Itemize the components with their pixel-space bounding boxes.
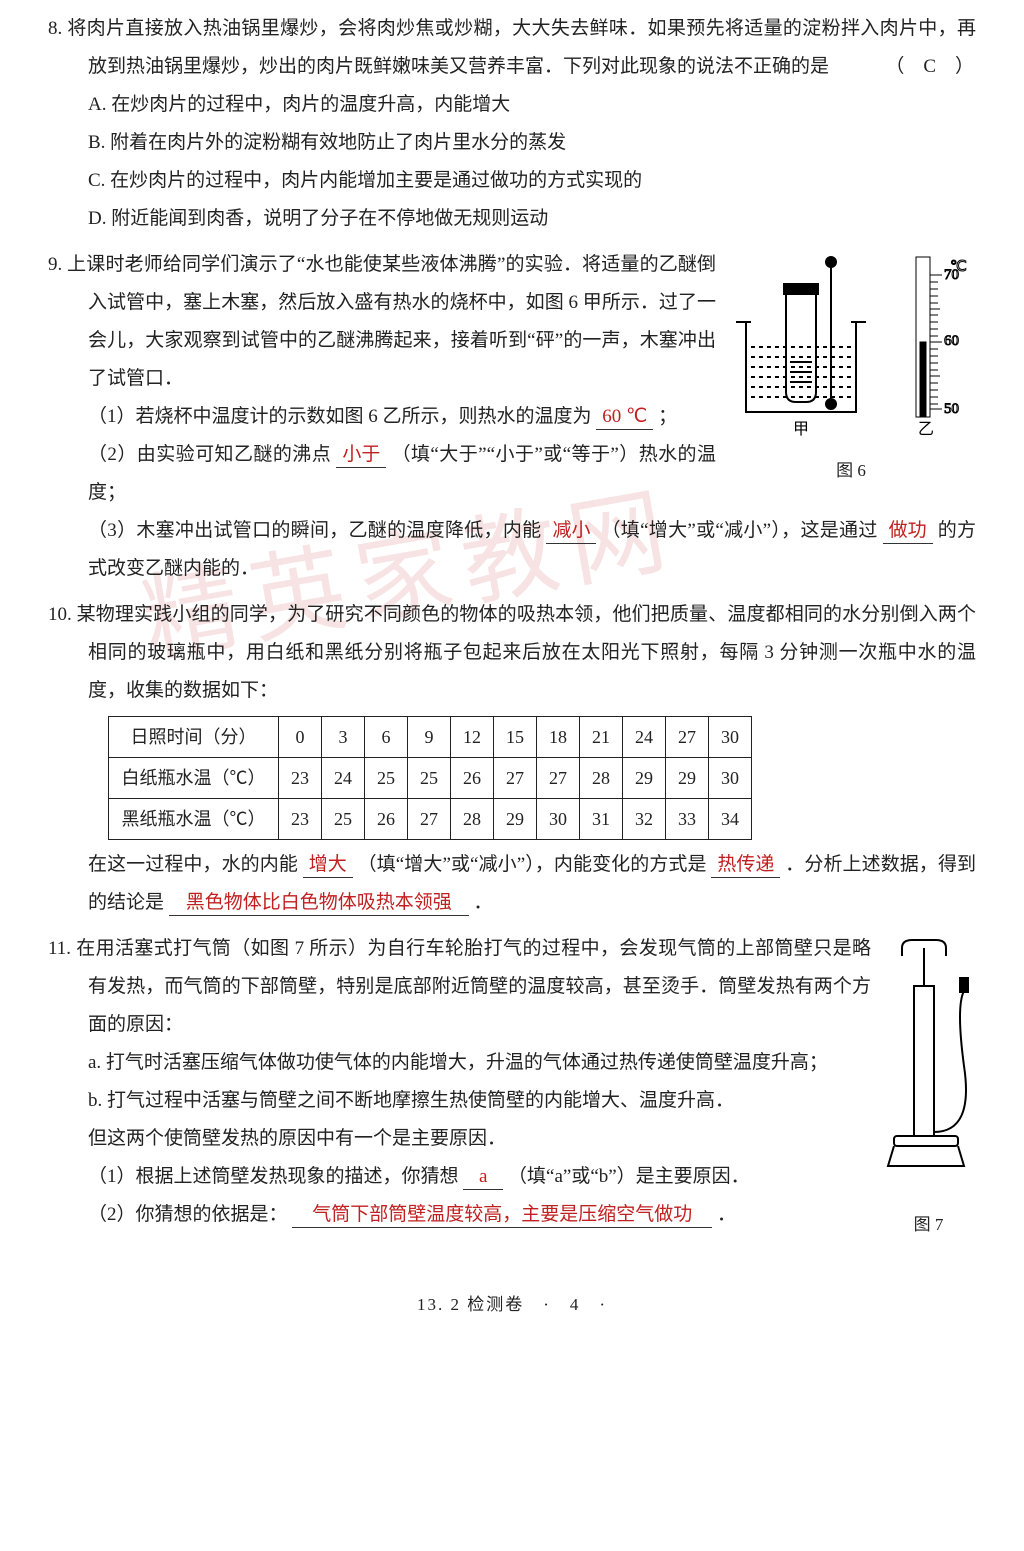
cell: 30 <box>709 758 752 799</box>
cell: 29 <box>623 758 666 799</box>
page-footer: 13. 2 检测卷 · 4 · <box>48 1288 976 1322</box>
q8-opt-a: A. 在炒肉片的过程中，肉片的温度升高，内能增大 <box>88 86 976 124</box>
q9-p3-blank1: 减小 <box>546 520 596 544</box>
q10-p1b: （填“增大”或“减小”），内能变化的方式是 <box>358 854 707 875</box>
cell: 27 <box>537 758 580 799</box>
q11-num: 11. <box>48 938 71 959</box>
cell: 30 <box>709 717 752 758</box>
cell: 28 <box>451 799 494 840</box>
cell: 25 <box>322 799 365 840</box>
cell: 26 <box>451 758 494 799</box>
cell: 15 <box>494 717 537 758</box>
cell: 31 <box>580 799 623 840</box>
cell: 32 <box>623 799 666 840</box>
cell: 12 <box>451 717 494 758</box>
q10-p1d: ． <box>474 892 493 913</box>
hdr-black: 黑纸瓶水温（℃） <box>109 799 279 840</box>
q8-opt-d: D. 附近能闻到肉香，说明了分子在不停地做无规则运动 <box>88 200 976 238</box>
q9-p2-blank: 小于 <box>336 444 386 468</box>
cell: 25 <box>365 758 408 799</box>
q10-p1a: 在这一过程中，水的内能 <box>88 854 298 875</box>
table-row: 日照时间（分） 0 3 6 9 12 15 18 21 24 27 30 <box>109 717 752 758</box>
table-row: 白纸瓶水温（℃） 23 24 25 25 26 27 27 28 29 29 3… <box>109 758 752 799</box>
cell: 27 <box>494 758 537 799</box>
question-8: 8. 将肉片直接放入热油锅里爆炒，会将肉炒焦或炒糊，大大失去鲜味．如果预先将适量… <box>48 10 976 238</box>
q9-p1-blank: 60 ℃ <box>596 406 653 430</box>
table-row: 黑纸瓶水温（℃） 23 25 26 27 28 29 30 31 32 33 3… <box>109 799 752 840</box>
cell: 6 <box>365 717 408 758</box>
cell: 30 <box>537 799 580 840</box>
question-10: 10. 某物理实践小组的同学，为了研究不同颜色的物体的吸热本领，他们把质量、温度… <box>48 596 976 922</box>
q11-a: a. 打气时活塞压缩气体做功使气体的内能增大，升温的气体通过热传递使筒壁温度升高… <box>48 1044 976 1082</box>
hdr-time: 日照时间（分） <box>109 717 279 758</box>
cell: 23 <box>279 758 322 799</box>
figure-7: 图 7 <box>881 936 976 1242</box>
q11-p1b: （填“a”或“b”）是主要原因． <box>508 1166 750 1187</box>
figure-6: 甲 ℃ 70 60 50 <box>726 252 976 488</box>
q11-p1-blank: a <box>463 1166 503 1190</box>
page-content: 8. 将肉片直接放入热油锅里爆炒，会将肉炒焦或炒糊，大大失去鲜味．如果预先将适量… <box>48 10 976 1322</box>
q8-answer: （ C ） <box>925 48 976 86</box>
q11-p1a: （1）根据上述筒壁发热现象的描述，你猜想 <box>88 1166 459 1187</box>
q9-p3a: （3）木塞冲出试管口的瞬间，乙醚的温度降低，内能 <box>88 520 541 541</box>
fig6-t70: 70 <box>944 267 959 283</box>
q9-stem: 上课时老师给同学们演示了“水也能使某些液体沸腾”的实验．将适量的乙醚倒入试管中，… <box>67 254 716 389</box>
cell: 28 <box>580 758 623 799</box>
q8-choices: A. 在炒肉片的过程中，肉片的温度升高，内能增大 B. 附着在肉片外的淀粉糊有效… <box>48 86 976 238</box>
q9-p2a: （2）由实验可知乙醚的沸点 <box>88 444 331 465</box>
q10-blank1: 增大 <box>303 854 353 878</box>
cell: 29 <box>494 799 537 840</box>
fig6-caption: 图 6 <box>726 454 976 488</box>
cell: 34 <box>709 799 752 840</box>
cell: 27 <box>408 799 451 840</box>
cell: 3 <box>322 717 365 758</box>
q8-num: 8. <box>48 18 62 39</box>
q10-num: 10. <box>48 604 72 625</box>
q8-opt-c: C. 在炒肉片的过程中，肉片内能增加主要是通过做功的方式实现的 <box>88 162 976 200</box>
fig6-t60: 60 <box>944 333 959 349</box>
fig6-svg: 甲 ℃ 70 60 50 <box>726 252 976 442</box>
hdr-white: 白纸瓶水温（℃） <box>109 758 279 799</box>
fig6-label-yi: 乙 <box>918 421 934 438</box>
question-9: 甲 ℃ 70 60 50 <box>48 246 976 588</box>
cell: 23 <box>279 799 322 840</box>
cell: 18 <box>537 717 580 758</box>
q11-stem: 在用活塞式打气筒（如图 7 所示）为自行车轮胎打气的过程中，会发现气筒的上部筒壁… <box>76 938 871 1035</box>
q9-p1b: ； <box>658 406 677 427</box>
q9-num: 9. <box>48 254 62 275</box>
q8-opt-b: B. 附着在肉片外的淀粉糊有效地防止了肉片里水分的蒸发 <box>88 124 976 162</box>
q10-table: 日照时间（分） 0 3 6 9 12 15 18 21 24 27 30 白纸瓶… <box>108 716 752 840</box>
question-11: 图 7 11. 在用活塞式打气筒（如图 7 所示）为自行车轮胎打气的过程中，会发… <box>48 930 976 1248</box>
cell: 9 <box>408 717 451 758</box>
q10-blank3: 黑色物体比白色物体吸热本领强 <box>169 892 469 916</box>
cell: 0 <box>279 717 322 758</box>
q11-mid: 但这两个使筒壁发热的原因中有一个是主要原因． <box>48 1120 976 1158</box>
cell: 33 <box>666 799 709 840</box>
cell: 26 <box>365 799 408 840</box>
fig6-label-jia: 甲 <box>793 421 809 438</box>
q11-p2a: （2）你猜想的依据是： <box>88 1204 288 1225</box>
q8-stem: 将肉片直接放入热油锅里爆炒，会将肉炒焦或炒糊，大大失去鲜味．如果预先将适量的淀粉… <box>67 18 976 77</box>
q11-b: b. 打气过程中活塞与筒壁之间不断地摩擦生热使筒壁的内能增大、温度升高． <box>48 1082 976 1120</box>
cell: 27 <box>666 717 709 758</box>
fig7-caption: 图 7 <box>881 1208 976 1242</box>
q11-p2-blank: 气筒下部筒壁温度较高，主要是压缩空气做功 <box>292 1204 712 1228</box>
cell: 24 <box>623 717 666 758</box>
q10-blank2: 热传递 <box>711 854 780 878</box>
q11-p2b: ． <box>717 1204 736 1225</box>
cell: 25 <box>408 758 451 799</box>
q9-p3b: （填“增大”或“减小”），这是通过 <box>602 520 878 541</box>
fig6-t50: 50 <box>944 401 959 417</box>
fig7-svg <box>884 936 974 1196</box>
cell: 21 <box>580 717 623 758</box>
cell: 29 <box>666 758 709 799</box>
q9-p3-blank2: 做功 <box>883 520 933 544</box>
q9-p1a: （1）若烧杯中温度计的示数如图 6 乙所示，则热水的温度为 <box>88 406 592 427</box>
cell: 24 <box>322 758 365 799</box>
q10-stem: 某物理实践小组的同学，为了研究不同颜色的物体的吸热本领，他们把质量、温度都相同的… <box>77 604 976 701</box>
